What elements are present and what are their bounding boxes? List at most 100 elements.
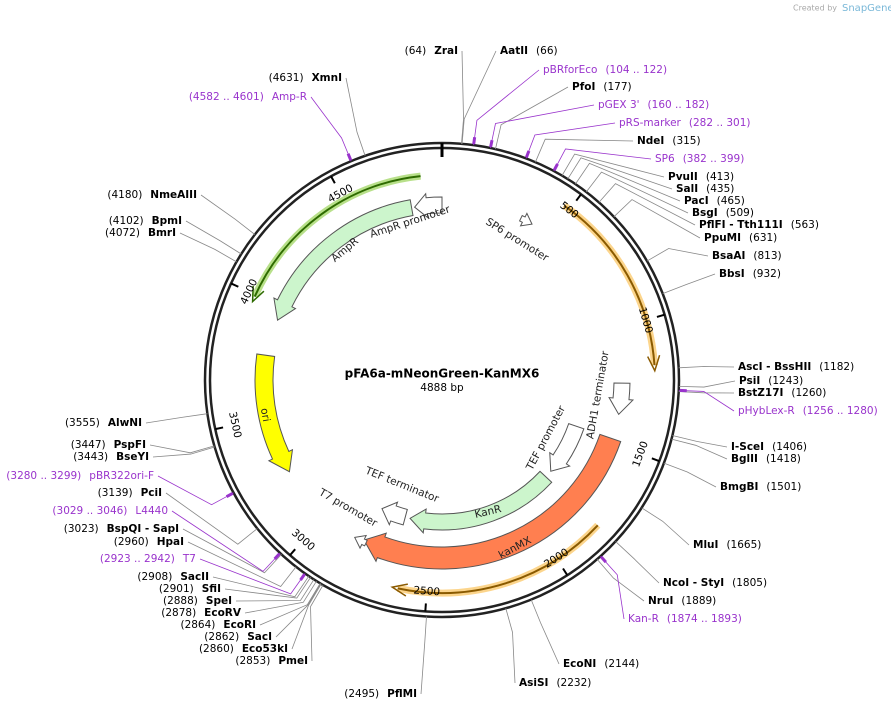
site-label: BsgI (509) bbox=[692, 207, 754, 219]
primer-mark bbox=[225, 491, 234, 498]
leader-line bbox=[575, 162, 681, 202]
leader-line bbox=[505, 608, 516, 684]
site-label: (2862) SacI bbox=[204, 631, 272, 643]
site-label: I-SceI (1406) bbox=[731, 441, 807, 453]
label-name: EcoNI bbox=[563, 658, 596, 670]
label-name: pGEX 3' bbox=[598, 99, 640, 111]
label-position: (4631) bbox=[269, 72, 304, 84]
site-label: NcoI - StyI (1805) bbox=[663, 577, 767, 589]
site-label: BglII (1418) bbox=[731, 453, 801, 465]
leader-line bbox=[596, 558, 645, 602]
site-label: (2864) EcoRI bbox=[180, 619, 256, 631]
label-name: BpmI bbox=[152, 215, 182, 227]
label-position: (382 .. 399) bbox=[683, 153, 745, 165]
label-name: SpeI bbox=[206, 595, 232, 607]
leader-line bbox=[187, 541, 297, 587]
site-label: (2495) PflMI bbox=[344, 688, 417, 700]
label-name: L4440 bbox=[135, 505, 168, 517]
leader-line bbox=[165, 492, 258, 545]
ring-tick-label: 3000 bbox=[289, 527, 317, 554]
label-name: SacII bbox=[180, 571, 209, 583]
ring-tick bbox=[289, 548, 296, 556]
primer-mark bbox=[346, 153, 353, 161]
leader-line bbox=[530, 599, 560, 665]
label-name: PspFI bbox=[114, 439, 146, 451]
site-label: (3443) BseYI bbox=[73, 451, 149, 463]
leader-line bbox=[600, 555, 625, 620]
label-name: BmgBI bbox=[720, 481, 758, 493]
label-name: ZraI bbox=[434, 45, 458, 57]
label-name: I-SceI bbox=[731, 441, 764, 453]
label-position: (1256 .. 1280) bbox=[803, 405, 878, 417]
leader-line bbox=[663, 462, 717, 488]
label-name: EcoRV bbox=[204, 607, 242, 619]
label-position: (1406) bbox=[772, 441, 807, 453]
label-position: (465) bbox=[717, 195, 745, 207]
binding-head bbox=[646, 354, 661, 373]
label-position: (1805) bbox=[732, 577, 767, 589]
label-position: (1182) bbox=[819, 361, 854, 373]
leader-line bbox=[662, 273, 716, 295]
label-position: (177) bbox=[603, 81, 631, 93]
label-name: BsaAI bbox=[712, 250, 745, 262]
label-position: (104 .. 122) bbox=[605, 64, 667, 76]
primer-mark bbox=[552, 163, 559, 171]
label-name: NdeI bbox=[637, 135, 664, 147]
label-name: NcoI - StyI bbox=[663, 577, 724, 589]
feature-label: TEF terminator bbox=[363, 464, 442, 505]
feature-label: ADH1 terminator bbox=[584, 349, 611, 439]
created-by: Created by bbox=[793, 4, 837, 13]
label-position: (2860) bbox=[199, 643, 234, 655]
feature-arrow bbox=[353, 534, 368, 550]
leader-line bbox=[244, 580, 317, 614]
leader-line bbox=[534, 138, 634, 163]
leader-line bbox=[461, 50, 464, 144]
leader-line bbox=[149, 444, 215, 454]
label-position: (64) bbox=[405, 45, 427, 57]
brand: SnapGene bbox=[842, 3, 891, 14]
leader-line bbox=[678, 391, 735, 394]
ring-tick-label: 1000 bbox=[636, 306, 655, 335]
feature-label: KanR bbox=[473, 503, 502, 521]
label-position: (413) bbox=[706, 171, 734, 183]
label-position: (1260) bbox=[791, 387, 826, 399]
leader-line bbox=[613, 199, 701, 239]
label-name: pBRforEco bbox=[543, 64, 597, 76]
ring-tick bbox=[230, 282, 239, 288]
leader-line bbox=[561, 153, 665, 178]
leader-line bbox=[259, 583, 321, 626]
label-position: (2144) bbox=[604, 658, 639, 670]
leader-line bbox=[157, 475, 234, 506]
leader-line bbox=[553, 148, 652, 172]
leader-line bbox=[678, 366, 735, 369]
label-position: (2232) bbox=[556, 677, 591, 689]
leader-line bbox=[461, 50, 497, 144]
label-name: BbsI bbox=[719, 268, 745, 280]
leader-line bbox=[185, 220, 242, 255]
label-name: BspQI - SapI bbox=[107, 523, 179, 535]
leader-line bbox=[490, 104, 595, 149]
leader-line bbox=[310, 96, 352, 162]
leader-line bbox=[224, 577, 311, 599]
leader-line bbox=[473, 69, 540, 146]
site-label: (3139) PciI bbox=[98, 487, 162, 499]
site-label: (4631) XmnI bbox=[269, 72, 342, 84]
label-name: SfiI bbox=[202, 583, 221, 595]
label-position: (3023) bbox=[64, 523, 99, 535]
label-name: PvuII bbox=[668, 171, 698, 183]
label-position: (3029 .. 3046) bbox=[52, 505, 127, 517]
binding-glow bbox=[562, 202, 658, 366]
leader-line bbox=[182, 528, 282, 574]
site-label: (2853) PmeI bbox=[235, 655, 308, 667]
leader-line bbox=[212, 575, 310, 598]
primer-mark bbox=[524, 150, 531, 158]
label-name: NmeAIII bbox=[150, 189, 197, 201]
label-position: (160 .. 182) bbox=[648, 99, 710, 111]
plasmid-name: pFA6a-mNeonGreen-KanMX6 bbox=[345, 367, 540, 381]
plasmid-size: 4888 bp bbox=[420, 382, 464, 394]
feature-label: ori bbox=[258, 407, 272, 423]
label-name: SalI bbox=[676, 183, 698, 195]
primer-mark bbox=[472, 136, 477, 145]
label-position: (4102) bbox=[109, 215, 144, 227]
leader-line bbox=[641, 507, 690, 546]
